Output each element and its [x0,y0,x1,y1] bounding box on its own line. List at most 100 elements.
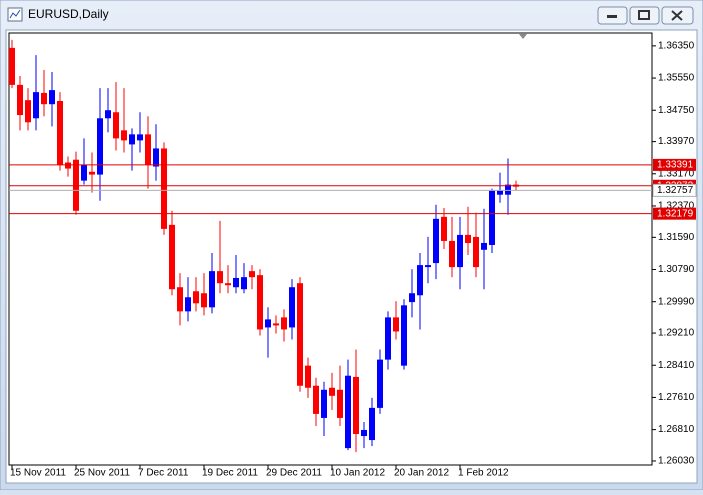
candle-body [201,293,207,308]
title-icon [7,7,23,22]
candle-body [465,234,471,243]
candle-body [385,317,391,360]
x-tick-label: 7 Dec 2011 [138,468,189,479]
candle-body [337,389,343,418]
level-label-box [653,158,696,171]
close-button[interactable] [661,6,694,25]
candle-body [129,134,135,145]
candle-body [209,271,215,308]
x-tick-label: 29 Dec 2011 [266,468,322,479]
candle-body [17,84,23,116]
candle-body [329,387,335,396]
y-tick-label: 1.31590 [658,232,695,243]
candle-body [105,110,111,119]
y-tick-label: 1.36350 [658,41,695,52]
candle-body [401,305,407,366]
candle-body [497,190,503,195]
candle-body [121,130,127,141]
minimize-button[interactable] [597,6,628,25]
candle-body [97,118,103,175]
y-tick-label: 1.33970 [658,136,695,147]
candle-body [393,317,399,332]
y-tick-label: 1.28410 [658,360,695,371]
x-tick-label: 20 Jan 2012 [394,468,449,479]
level-label-box [653,207,696,220]
candle-body [73,159,79,211]
candle-body [449,240,455,268]
candle-body [249,271,255,278]
y-tick-label: 1.27610 [658,392,695,403]
candle-body [217,271,223,284]
x-tick-label: 25 Nov 2011 [74,468,130,479]
candle-body [321,389,327,418]
candle-body [441,216,447,241]
bid-label-box [652,183,697,197]
candle-body [369,407,375,441]
candle-body [297,283,303,386]
candle-body [233,277,239,288]
candle-body [153,148,159,167]
candle-body [9,47,15,85]
plot-frame [8,32,653,466]
window-title: EURUSD,Daily [28,7,109,21]
y-tick-label: 1.26030 [658,456,695,467]
candle-body [161,148,167,229]
candle-body [489,190,495,245]
chart-panel [5,29,698,484]
candle-body [361,430,367,437]
candle-body [377,359,383,408]
y-tick-label: 1.29990 [658,296,695,307]
level-label: 1.33391 [657,160,694,171]
restore-button[interactable] [629,6,660,25]
candle-body [433,218,439,264]
candle-body [505,184,511,195]
candle-body [113,112,119,139]
candle-body [185,297,191,312]
bid-label: 1.32757 [657,185,694,196]
y-tick-label: 1.29210 [658,328,695,339]
candle-body [417,265,423,296]
candle-body [41,92,47,105]
candle-body [193,291,199,304]
candle-body [145,134,151,165]
y-tick-label: 1.33170 [658,168,695,179]
candle-body [225,283,231,286]
candle-body [425,265,431,268]
y-tick-label: 1.30790 [658,264,695,275]
candle-body [273,323,279,326]
candle-body [25,100,31,123]
candle-body [265,319,271,328]
candle-body [353,376,359,435]
candle-body [177,287,183,312]
candle-body [169,224,175,290]
x-tick-label: 19 Dec 2011 [202,468,258,479]
y-tick-label: 1.35550 [658,73,695,84]
candle-body [89,171,95,175]
candle-body [241,277,247,290]
shift-marker [519,34,527,39]
plot: 1.36350 1.35550 1.34750 1.33970 1.33170 1.323… [9,39,697,479]
x-tick-label: 15 Nov 2011 [10,468,66,479]
y-tick-label: 1.34750 [658,105,695,116]
candle-body [457,234,463,268]
candle-body [57,100,63,165]
candle-body [481,242,487,250]
candle-body [65,162,71,169]
candle-body [281,317,287,330]
candle-body [289,287,295,328]
candle-body [305,365,311,388]
x-tick-label: 10 Jan 2012 [330,468,385,479]
candle-body [33,92,39,119]
y-tick-label: 1.26810 [658,424,695,435]
candle-body [137,134,143,141]
candle-body [313,385,319,414]
candle-body [473,236,479,268]
y-tick-label: 1.32370 [658,201,695,212]
candle-body [81,164,87,181]
candle-body [345,375,351,449]
level-label: 1.32179 [657,208,694,219]
candle-body [257,275,263,330]
x-tick-label: 1 Feb 2012 [458,468,509,479]
